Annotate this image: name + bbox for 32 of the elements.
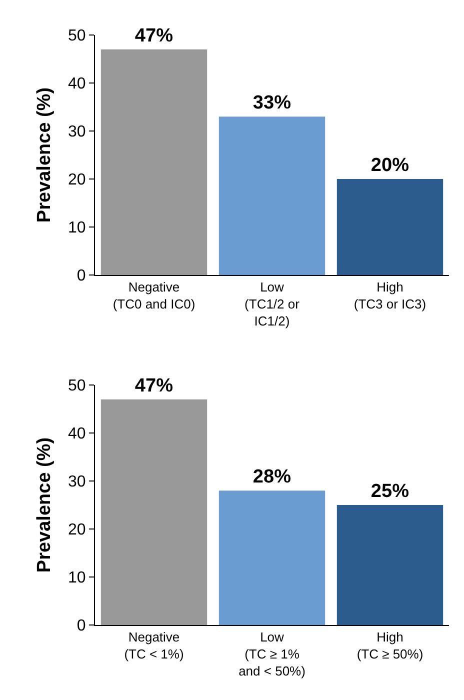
y-tick-label: 10 bbox=[68, 570, 86, 587]
y-tick-label: 0 bbox=[76, 268, 86, 285]
y-tick-label: 50 bbox=[68, 378, 86, 395]
y-tick-label: 0 bbox=[76, 618, 86, 635]
y-tick-label: 30 bbox=[68, 124, 86, 141]
x-tick-label: Low (TC ≥ 1% and < 50%) bbox=[238, 630, 306, 678]
data-label: 20% bbox=[370, 155, 410, 176]
x-tick-label: High (TC3 or IC3) bbox=[354, 280, 426, 312]
y-tick-label: 10 bbox=[68, 220, 86, 237]
x-tick-label: Negative (TC0 and IC0) bbox=[112, 280, 196, 312]
data-label: 47% bbox=[134, 375, 174, 396]
y-axis-title: Prevalence (%) bbox=[34, 87, 55, 223]
x-tick-label: Low (TC1/2 or IC1/2) bbox=[244, 280, 300, 328]
bar bbox=[100, 49, 208, 275]
bar bbox=[100, 399, 208, 625]
x-tick-label: High (TC ≥ 50%) bbox=[356, 630, 424, 662]
x-tick-label: Negative (TC < 1%) bbox=[124, 630, 184, 662]
bar bbox=[218, 116, 326, 275]
y-tick-label: 50 bbox=[68, 28, 86, 45]
y-tick-label: 20 bbox=[68, 172, 86, 189]
bar bbox=[218, 490, 326, 625]
y-axis-title: Prevalence (%) bbox=[34, 437, 55, 573]
y-tick-label: 40 bbox=[68, 76, 86, 93]
y-tick-label: 20 bbox=[68, 522, 86, 539]
data-label: 28% bbox=[252, 466, 292, 488]
y-tick-label: 40 bbox=[68, 426, 86, 443]
y-tick-label: 30 bbox=[68, 474, 86, 491]
data-label: 47% bbox=[134, 25, 174, 46]
data-label: 25% bbox=[370, 481, 410, 502]
bar bbox=[336, 505, 444, 625]
bar bbox=[336, 179, 444, 275]
data-label: 33% bbox=[252, 92, 292, 114]
